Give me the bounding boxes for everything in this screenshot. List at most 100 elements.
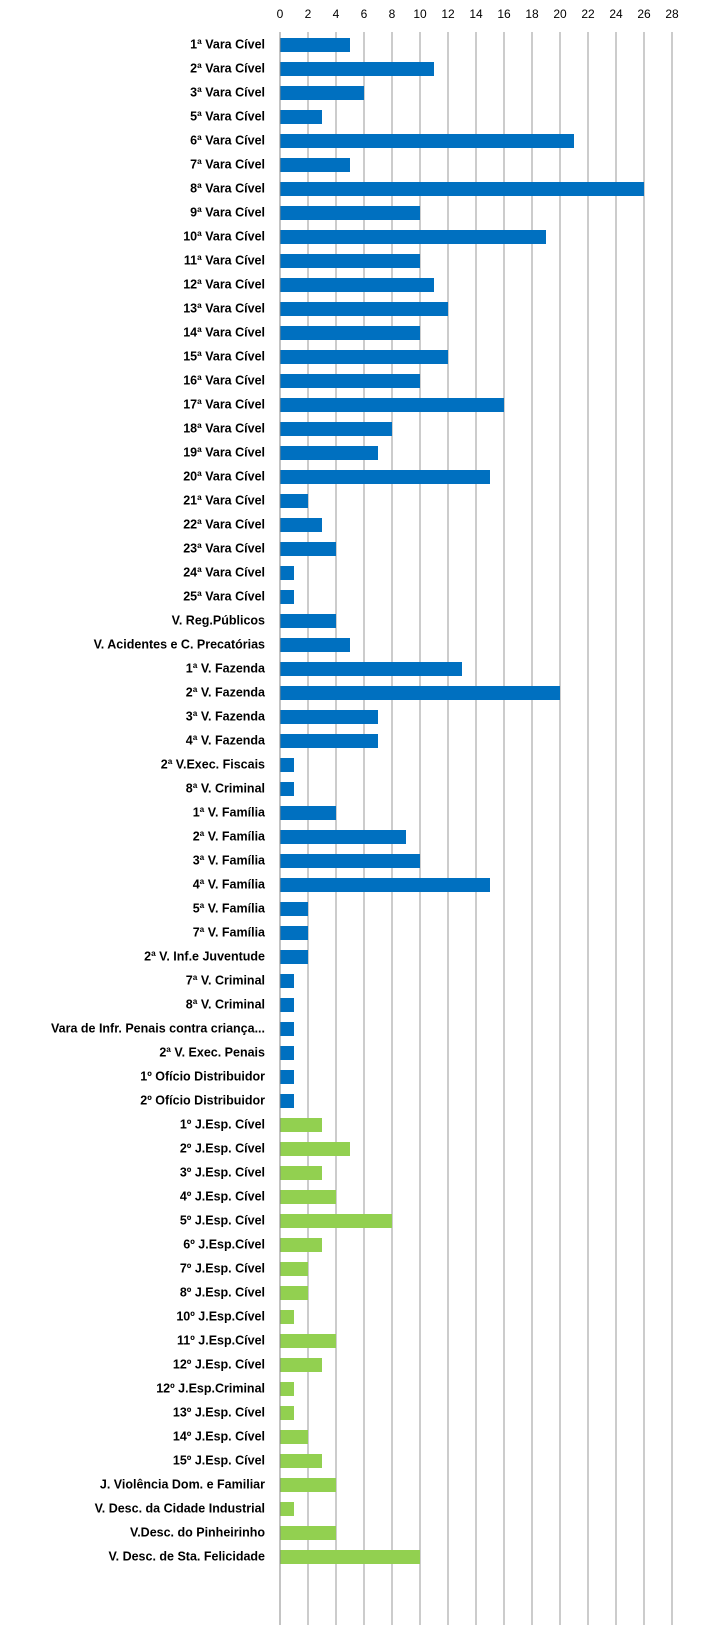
bar [280, 710, 378, 724]
bar [280, 158, 350, 172]
bar [280, 686, 560, 700]
y-tick-label: 5º J.Esp. Cível [180, 1213, 265, 1227]
y-tick-label: 3ª V. Família [193, 853, 266, 867]
bar [280, 1358, 322, 1372]
bar [280, 902, 308, 916]
y-tick-label: 11º J.Esp.Cível [177, 1333, 265, 1347]
y-tick-label: 3ª V. Fazenda [186, 709, 266, 723]
x-tick-label: 16 [497, 7, 511, 21]
bar [280, 758, 294, 772]
y-tick-label: 6ª Vara Cível [190, 133, 265, 147]
y-tick-label: J. Violência Dom. e Familiar [100, 1477, 265, 1491]
bar [280, 1166, 322, 1180]
y-tick-label: V. Acidentes e C. Precatórias [94, 637, 265, 651]
bar [280, 38, 350, 52]
y-tick-label: 12ª Vara Cível [183, 277, 265, 291]
bar [280, 326, 420, 340]
bar [280, 854, 420, 868]
bar [280, 1454, 322, 1468]
x-tick-label: 4 [333, 7, 340, 21]
bar [280, 566, 294, 580]
bar [280, 446, 378, 460]
bar [280, 1526, 336, 1540]
bar [280, 302, 448, 316]
y-tick-label: 5ª V. Família [193, 901, 266, 915]
y-tick-label: 7ª V. Família [193, 925, 266, 939]
bar [280, 1022, 294, 1036]
x-tick-label: 12 [441, 7, 455, 21]
bar [280, 806, 336, 820]
bar [280, 878, 490, 892]
bar [280, 782, 294, 796]
bar [280, 278, 434, 292]
bar [280, 1430, 308, 1444]
bar [280, 1478, 336, 1492]
bar [280, 998, 294, 1012]
y-tick-label: 21ª Vara Cível [183, 493, 265, 507]
x-tick-label: 28 [665, 7, 679, 21]
y-tick-label: 15º J.Esp. Cível [173, 1453, 265, 1467]
y-tick-label: 16ª Vara Cível [183, 373, 265, 387]
y-tick-label: 3º J.Esp. Cível [180, 1165, 265, 1179]
y-tick-label: 13º J.Esp. Cível [173, 1405, 265, 1419]
bar [280, 1070, 294, 1084]
y-tick-label: 8ª Vara Cível [190, 181, 265, 195]
bar [280, 1502, 294, 1516]
bar [280, 662, 462, 676]
y-tick-label: Vara de Infr. Penais contra criança... [51, 1021, 265, 1035]
bar [280, 230, 546, 244]
y-tick-label: V.Desc. do Pinheirinho [130, 1525, 265, 1539]
bar [280, 1238, 322, 1252]
y-tick-label: 2ª V. Inf.e Juventude [144, 949, 265, 963]
bar [280, 350, 448, 364]
x-tick-label: 18 [525, 7, 539, 21]
y-tick-label: 7º J.Esp. Cível [180, 1261, 265, 1275]
y-tick-label: 17ª Vara Cível [183, 397, 265, 411]
bar [280, 86, 364, 100]
y-tick-label: 1º Ofício Distribuidor [140, 1069, 265, 1083]
y-tick-label: 22ª Vara Cível [183, 517, 265, 531]
y-tick-label: 2ª V. Fazenda [186, 685, 266, 699]
y-tick-label: 7ª V. Criminal [186, 973, 265, 987]
y-tick-label: 4ª V. Família [193, 877, 266, 891]
y-tick-label: 2º J.Esp. Cível [180, 1141, 265, 1155]
bar [280, 1046, 294, 1060]
bar [280, 638, 350, 652]
x-tick-label: 10 [413, 7, 427, 21]
y-tick-label: 18ª Vara Cível [183, 421, 265, 435]
bar [280, 422, 392, 436]
y-tick-label: 8ª V. Criminal [186, 997, 265, 1011]
bar [280, 494, 308, 508]
bar [280, 830, 406, 844]
bar [280, 1262, 308, 1276]
y-tick-label: 7ª Vara Cível [190, 157, 265, 171]
y-tick-label: 1ª V. Família [193, 805, 266, 819]
bar [280, 110, 322, 124]
x-tick-label: 24 [609, 7, 623, 21]
y-tick-label: 10º J.Esp.Cível [176, 1309, 265, 1323]
bar [280, 1094, 294, 1108]
y-tick-label: 24ª Vara Cível [183, 565, 265, 579]
y-tick-label: 8ª V. Criminal [186, 781, 265, 795]
bar [280, 1310, 294, 1324]
y-tick-label: 2º Ofício Distribuidor [140, 1093, 265, 1107]
y-tick-label: 2ª V.Exec. Fiscais [161, 757, 265, 771]
bar [280, 1334, 336, 1348]
y-tick-label: 23ª Vara Cível [183, 541, 265, 555]
y-tick-label: 20ª Vara Cível [183, 469, 265, 483]
y-tick-label: 14º J.Esp. Cível [173, 1429, 265, 1443]
bar [280, 590, 294, 604]
bar [280, 398, 504, 412]
bar [280, 1118, 322, 1132]
x-tick-label: 8 [389, 7, 396, 21]
y-tick-label: 8º J.Esp. Cível [180, 1285, 265, 1299]
x-tick-label: 2 [305, 7, 312, 21]
bar [280, 134, 574, 148]
y-tick-label: 11ª Vara Cível [184, 253, 265, 267]
y-tick-label: 15ª Vara Cível [183, 349, 265, 363]
bar [280, 1550, 420, 1564]
y-tick-label: V. Reg.Públicos [172, 613, 265, 627]
x-tick-label: 14 [469, 7, 483, 21]
y-tick-label: 6º J.Esp.Cível [183, 1237, 265, 1251]
bar [280, 1142, 350, 1156]
